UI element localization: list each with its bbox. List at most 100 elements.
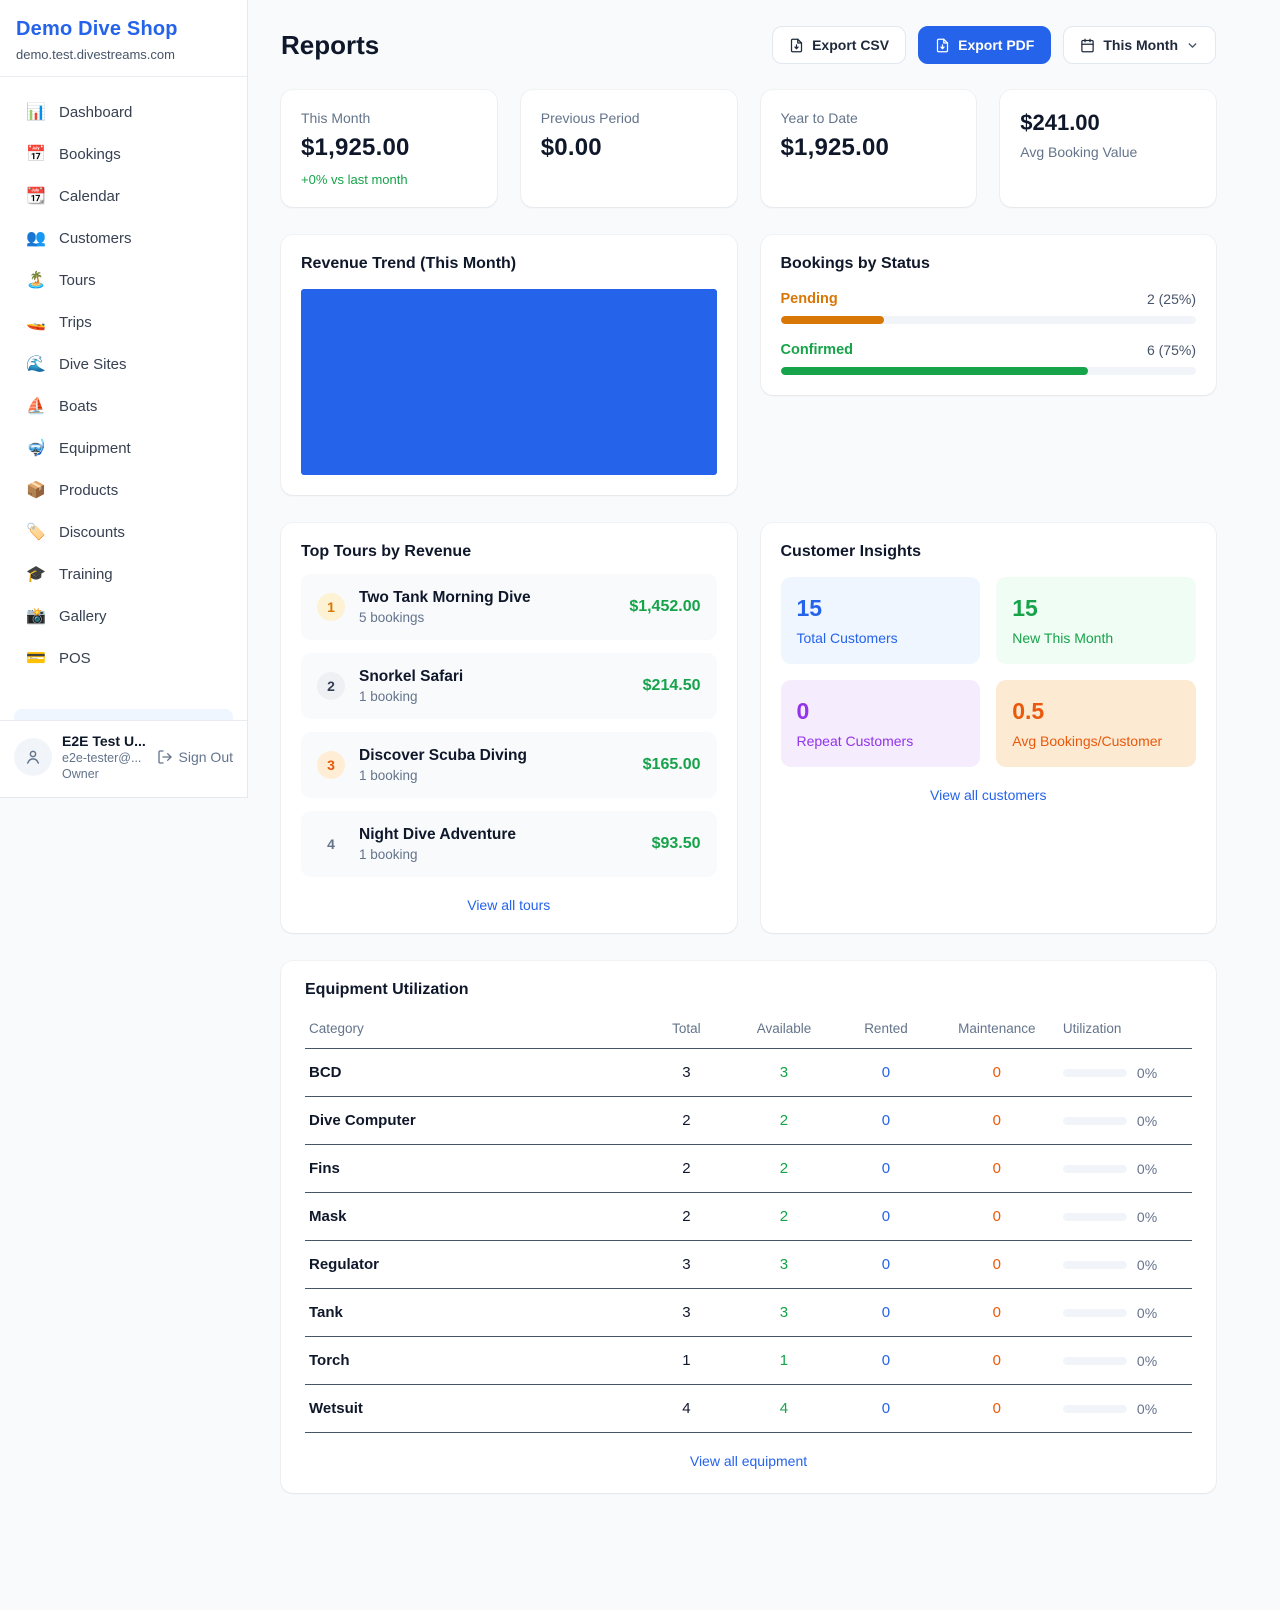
view-all-tours-link[interactable]: View all tours	[467, 897, 551, 913]
file-download-icon	[790, 38, 803, 52]
sidebar-item[interactable]: 📊 Dashboard	[14, 91, 233, 133]
utilization-bar-track	[1062, 1260, 1127, 1269]
tour-revenue: $1,452.00	[629, 598, 701, 615]
view-all-customers-link[interactable]: View all customers	[930, 787, 1047, 803]
utilization-cell: 0%	[1062, 1064, 1188, 1081]
col-total: Total	[642, 1013, 731, 1049]
main-content: Reports Export CSV Export PDF This Month	[248, 0, 1280, 1533]
cell-maintenance: 0	[934, 1288, 1059, 1337]
equipment-title: Equipment Utilization	[305, 981, 469, 998]
sidebar-item-icon: 👥	[26, 230, 46, 247]
cell-maintenance: 0	[934, 1096, 1059, 1145]
sidebar-item[interactable]: 🤿 Equipment	[14, 427, 233, 469]
tour-revenue: $214.50	[642, 677, 701, 694]
sidebar-item[interactable]: 🎓 Training	[14, 553, 233, 595]
equipment-table-header: Category Total Available Rented Maintena…	[305, 1013, 1192, 1049]
calendar-icon	[1081, 38, 1095, 52]
tour-name: Discover Scuba Diving	[359, 747, 527, 764]
utilization-cell: 0%	[1062, 1304, 1188, 1321]
sidebar-nav: 📊 Dashboard 📅 Bookings 📆 Calendar 👥 Cust…	[0, 77, 247, 709]
tour-bookings: 1 booking	[359, 847, 418, 862]
user-footer: E2E Test U... e2e-tester@... Owner Sign …	[0, 720, 247, 797]
tour-name: Snorkel Safari	[359, 668, 464, 685]
sidebar-item[interactable]: 🏝️ Tours	[14, 259, 233, 301]
utilization-percent: 0%	[1136, 1112, 1158, 1129]
tour-info: Night Dive Adventure 1 booking	[359, 826, 638, 862]
rank-badge: 4	[327, 836, 335, 852]
sidebar-item-label: Discounts	[59, 523, 125, 541]
status-count: 2 (25%)	[1146, 291, 1196, 307]
sidebar-item-icon: 🏝️	[26, 272, 46, 289]
status-row-confirmed: Confirmed 6 (75%)	[780, 342, 1196, 375]
sidebar-item[interactable]: ⛵ Boats	[14, 385, 233, 427]
tour-row: 2 Snorkel Safari 1 booking $214.50	[301, 653, 717, 719]
sidebar-item-label: Dive Sites	[59, 355, 127, 373]
cell-category: Regulator	[305, 1240, 643, 1289]
sidebar-item[interactable]: 🚤 Trips	[14, 301, 233, 343]
sign-out-button[interactable]: Sign Out	[157, 749, 233, 765]
sidebar-item-label: Gallery	[59, 607, 107, 625]
period-dropdown[interactable]: This Month	[1063, 26, 1216, 64]
cell-total: 3	[642, 1240, 731, 1289]
export-pdf-button[interactable]: Export PDF	[918, 26, 1052, 64]
tour-info: Discover Scuba Diving 1 booking	[359, 747, 629, 783]
tour-info: Snorkel Safari 1 booking	[359, 668, 629, 704]
sidebar-item-label: Equipment	[59, 439, 131, 457]
rank-badge: 2	[317, 672, 345, 700]
cell-total: 3	[642, 1288, 731, 1337]
sidebar-item[interactable]: 🏷️ Discounts	[14, 511, 233, 553]
insight-label: New This Month	[1012, 630, 1114, 646]
period-label: This Month	[1103, 37, 1178, 53]
export-csv-button[interactable]: Export CSV	[772, 26, 907, 64]
sidebar-item[interactable]: 📅 Bookings	[14, 133, 233, 175]
user-email: e2e-tester@...	[62, 751, 142, 765]
cell-total: 4	[642, 1384, 731, 1433]
sidebar-item-reports-active-partial[interactable]	[14, 709, 233, 720]
view-all-equipment-link[interactable]: View all equipment	[689, 1453, 808, 1469]
sidebar-item[interactable]: 👥 Customers	[14, 217, 233, 259]
utilization-bar-track	[1062, 1308, 1127, 1317]
sidebar-item-icon: 📸	[26, 608, 46, 625]
cell-available: 2	[730, 1192, 838, 1241]
insight-value: 0	[796, 698, 810, 724]
sidebar-item-icon: 🤿	[26, 440, 46, 457]
insight-value: 0.5	[1012, 698, 1045, 724]
cell-category: Tank	[305, 1288, 643, 1337]
brand-domain: demo.test.divestreams.com	[16, 47, 175, 62]
user-name: E2E Test U...	[62, 733, 146, 749]
cell-rented: 0	[837, 1048, 935, 1097]
sidebar-item[interactable]: 📸 Gallery	[14, 595, 233, 637]
cell-rented: 0	[837, 1096, 935, 1145]
tour-row: 3 Discover Scuba Diving 1 booking $165.0…	[301, 732, 717, 798]
revenue-trend-title: Revenue Trend (This Month)	[301, 255, 517, 272]
tour-row: 4 Night Dive Adventure 1 booking $93.50	[301, 811, 717, 877]
insight-value: 15	[1012, 595, 1038, 621]
cell-maintenance: 0	[934, 1240, 1059, 1289]
sidebar-item[interactable]: 🌊 Dive Sites	[14, 343, 233, 385]
customer-insights-card: Customer Insights 15 Total Customers 15 …	[760, 523, 1216, 933]
utilization-bar-track	[1062, 1164, 1127, 1173]
cell-category: Mask	[305, 1192, 643, 1241]
insight-label: Total Customers	[796, 630, 898, 646]
charts-row: Revenue Trend (This Month) Bookings by S…	[281, 235, 1216, 495]
utilization-bar-track	[1062, 1068, 1127, 1077]
sidebar-item-label: Dashboard	[59, 103, 133, 121]
brand-name: Demo Dive Shop	[16, 18, 178, 40]
sidebar-item[interactable]: 💳 POS	[14, 637, 233, 679]
bookings-by-status-card: Bookings by Status Pending 2 (25%) Confi…	[760, 235, 1216, 395]
utilization-percent: 0%	[1136, 1064, 1158, 1081]
sidebar-item[interactable]: 📦 Products	[14, 469, 233, 511]
sidebar-item-label: Bookings	[59, 145, 121, 163]
sidebar-item[interactable]: 📆 Calendar	[14, 175, 233, 217]
utilization-percent: 0%	[1136, 1304, 1158, 1321]
status-bar-track	[780, 367, 1196, 375]
stat-value: $241.00	[1020, 110, 1100, 135]
utilization-bar-track	[1062, 1116, 1127, 1125]
sign-out-label: Sign Out	[178, 749, 233, 765]
sidebar-item-label: Boats	[59, 397, 98, 415]
sidebar-item-label: Calendar	[59, 187, 120, 205]
stat-label: This Month	[301, 110, 371, 126]
topbar: Reports Export CSV Export PDF This Month	[281, 26, 1216, 64]
brand: Demo Dive Shop demo.test.divestreams.com	[0, 0, 247, 77]
stat-label: Year to Date	[780, 110, 858, 126]
